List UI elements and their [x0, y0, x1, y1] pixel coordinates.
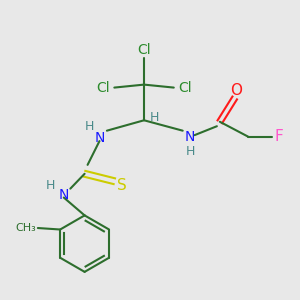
Text: H: H — [46, 179, 55, 192]
Text: N: N — [185, 130, 195, 144]
Text: N: N — [58, 188, 69, 202]
Text: H: H — [185, 145, 195, 158]
Text: Cl: Cl — [178, 81, 192, 94]
Text: CH₃: CH₃ — [16, 223, 36, 233]
Text: Cl: Cl — [96, 81, 110, 94]
Text: H: H — [150, 111, 159, 124]
Text: H: H — [84, 120, 94, 133]
Text: F: F — [275, 129, 284, 144]
Text: Cl: Cl — [137, 44, 151, 57]
Text: O: O — [230, 83, 242, 98]
Text: S: S — [117, 178, 127, 193]
Text: N: N — [94, 131, 105, 145]
